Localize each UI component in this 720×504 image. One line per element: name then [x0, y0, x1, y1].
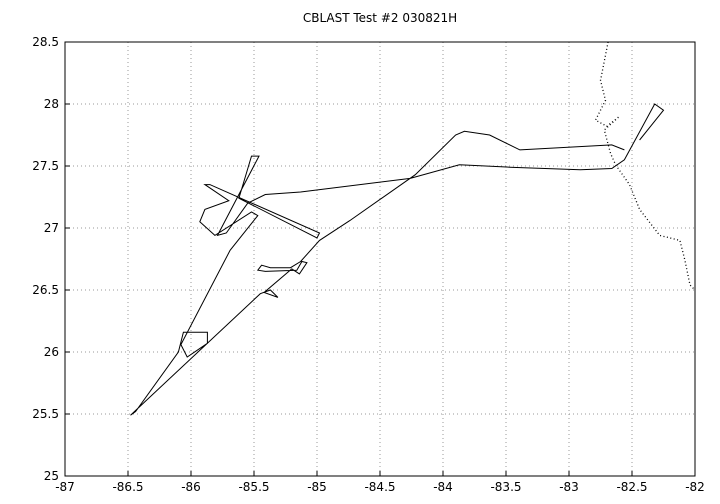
y-tick-label: 25	[44, 469, 59, 483]
plot-frame	[64, 41, 696, 477]
y-tick-label: 27	[44, 221, 59, 235]
track	[130, 103, 665, 416]
x-tick-label: -85	[307, 480, 327, 494]
x-tick-label: -84	[433, 480, 453, 494]
x-tick-label: -83	[559, 480, 579, 494]
x-tick-label: -82	[685, 480, 705, 494]
y-tick-label: 28	[44, 97, 59, 111]
y-tick-label: 26	[44, 345, 59, 359]
x-tick-label: -86.5	[112, 480, 143, 494]
coastline	[594, 41, 696, 291]
x-tick-label: -86	[181, 480, 201, 494]
x-tick-label: -83.5	[490, 480, 521, 494]
chart-title: CBLAST Test #2 030821H	[303, 11, 457, 25]
y-tick-label: 27.5	[32, 159, 59, 173]
x-tick-label: -82.5	[616, 480, 647, 494]
x-tick-label: -84.5	[364, 480, 395, 494]
y-tick-label: 26.5	[32, 283, 59, 297]
x-tick-label: -87	[55, 480, 75, 494]
x-tick-label: -85.5	[238, 480, 269, 494]
y-tick-label: 28.5	[32, 35, 59, 49]
y-tick-label: 25.5	[32, 407, 59, 421]
